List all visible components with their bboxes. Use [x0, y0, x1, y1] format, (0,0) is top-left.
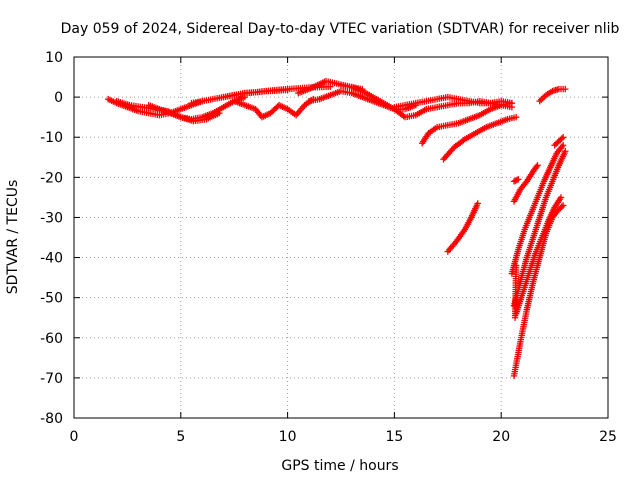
- series-track-6: [231, 95, 317, 121]
- series-track-15: [510, 176, 522, 185]
- x-tick-label: 0: [70, 429, 79, 445]
- series-track-13: [440, 113, 520, 163]
- data-point: [562, 148, 569, 155]
- data-point: [512, 113, 520, 121]
- series-track-12: [418, 99, 516, 147]
- x-tick-label: 25: [599, 429, 617, 445]
- x-axis-label: GPS time / hours: [281, 458, 398, 474]
- y-tick-label: 0: [54, 90, 63, 106]
- data-point: [558, 135, 565, 142]
- x-tick-label: 15: [385, 429, 403, 445]
- y-tick-label: 10: [45, 50, 63, 66]
- grid: [74, 57, 608, 418]
- series-track-9: [337, 81, 430, 121]
- x-tick-labels: 0 5 10 15 20 25: [70, 429, 617, 445]
- y-tick-label: -50: [40, 291, 63, 307]
- data-point: [558, 203, 565, 210]
- data-point: [557, 194, 565, 201]
- y-axis-label: SDTVAR / TECUs: [5, 180, 21, 295]
- data-series: [104, 77, 569, 380]
- data-point: [513, 176, 521, 184]
- series-track-20: [511, 262, 520, 321]
- y-tick-labels: 10 0 -10 -20 -30 -40 -50 -60 -70 -80: [40, 50, 63, 427]
- x-tick-label: 5: [176, 429, 185, 445]
- data-point: [515, 176, 522, 183]
- data-point: [474, 200, 481, 207]
- y-tick-label: -30: [40, 210, 63, 226]
- data-point: [512, 177, 519, 184]
- data-point: [559, 142, 567, 149]
- data-point: [534, 162, 541, 169]
- series-track-18: [510, 148, 569, 309]
- y-tick-label: -80: [40, 411, 63, 427]
- x-tick-label: 10: [279, 429, 297, 445]
- data-point: [510, 178, 518, 185]
- data-point: [559, 202, 567, 209]
- chart-title: Day 059 of 2024, Sidereal Day-to-day VTE…: [61, 21, 620, 37]
- series-track-16: [510, 162, 541, 205]
- series-track-21: [510, 202, 567, 380]
- y-tick-label: -10: [40, 130, 63, 146]
- series-track-23: [551, 134, 567, 149]
- data-point: [559, 134, 567, 141]
- y-tick-label: -60: [40, 331, 63, 347]
- data-point: [508, 99, 516, 107]
- y-tick-label: -70: [40, 371, 63, 387]
- y-tick-label: -40: [40, 251, 63, 267]
- plot-frame: [73, 56, 609, 419]
- y-tick-label: -20: [40, 170, 63, 186]
- series-track-14: [444, 200, 481, 255]
- series-track-22: [536, 85, 569, 105]
- axis-ticks: [73, 56, 609, 419]
- x-tick-label: 20: [492, 429, 510, 445]
- data-point: [512, 262, 520, 269]
- data-point: [562, 85, 569, 93]
